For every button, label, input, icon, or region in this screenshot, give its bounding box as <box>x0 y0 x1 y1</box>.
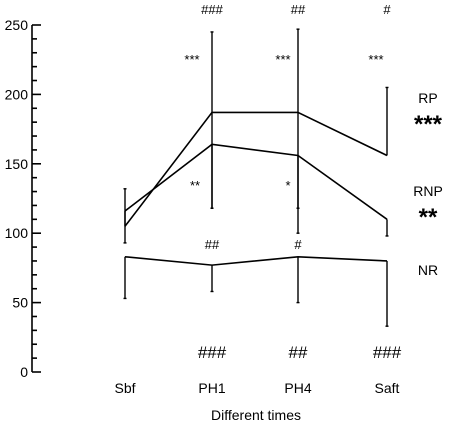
series-label-nr: NR <box>418 262 438 278</box>
x-tick-label: Saft <box>375 380 400 396</box>
y-tick-label: 200 <box>5 86 29 102</box>
y-tick-label: 150 <box>5 156 29 172</box>
bottom-annotation: ## <box>289 343 308 362</box>
series-significance-rp: *** <box>414 111 443 138</box>
top-annotation: ### <box>201 2 223 17</box>
significance-annotation: *** <box>275 52 290 67</box>
y-tick-label: 250 <box>5 17 29 33</box>
x-tick-label: PH4 <box>284 380 311 396</box>
significance-annotation: *** <box>368 52 383 67</box>
series-significance-rnp: ** <box>419 204 438 231</box>
series-label-rp: RP <box>418 90 437 106</box>
top-annotation: # <box>383 2 391 17</box>
significance-annotation: ** <box>190 178 200 193</box>
error-bars <box>123 28 389 327</box>
y-tick-label: 50 <box>12 295 28 311</box>
bottom-annotation: ### <box>373 343 402 362</box>
significance-annotation: # <box>294 237 302 252</box>
y-tick-label: 100 <box>5 225 29 241</box>
x-tick-label: PH1 <box>198 380 225 396</box>
significance-annotation: *** <box>184 52 199 67</box>
significance-annotation: ## <box>205 237 220 252</box>
series-labels: RP *** RNP ** NR <box>413 90 443 278</box>
y-tick-label: 0 <box>20 364 28 380</box>
y-axis: 0 50 100 150 200 250 <box>5 17 41 380</box>
annotations: *** *** ***** *## #### ## #### ## ### <box>184 2 401 362</box>
x-axis-title: Different times <box>211 407 301 423</box>
top-annotation: ## <box>291 2 306 17</box>
series-lines <box>124 111 388 266</box>
bottom-annotation: ### <box>198 343 227 362</box>
series-line-nr <box>124 255 388 266</box>
significance-annotation: * <box>285 178 290 193</box>
series-line-rnp <box>124 143 388 220</box>
series-label-rnp: RNP <box>413 183 443 199</box>
x-axis: Sbf PH1 PH4 Saft <box>114 380 399 396</box>
x-tick-label: Sbf <box>114 380 135 396</box>
series-line-rp <box>124 111 388 227</box>
